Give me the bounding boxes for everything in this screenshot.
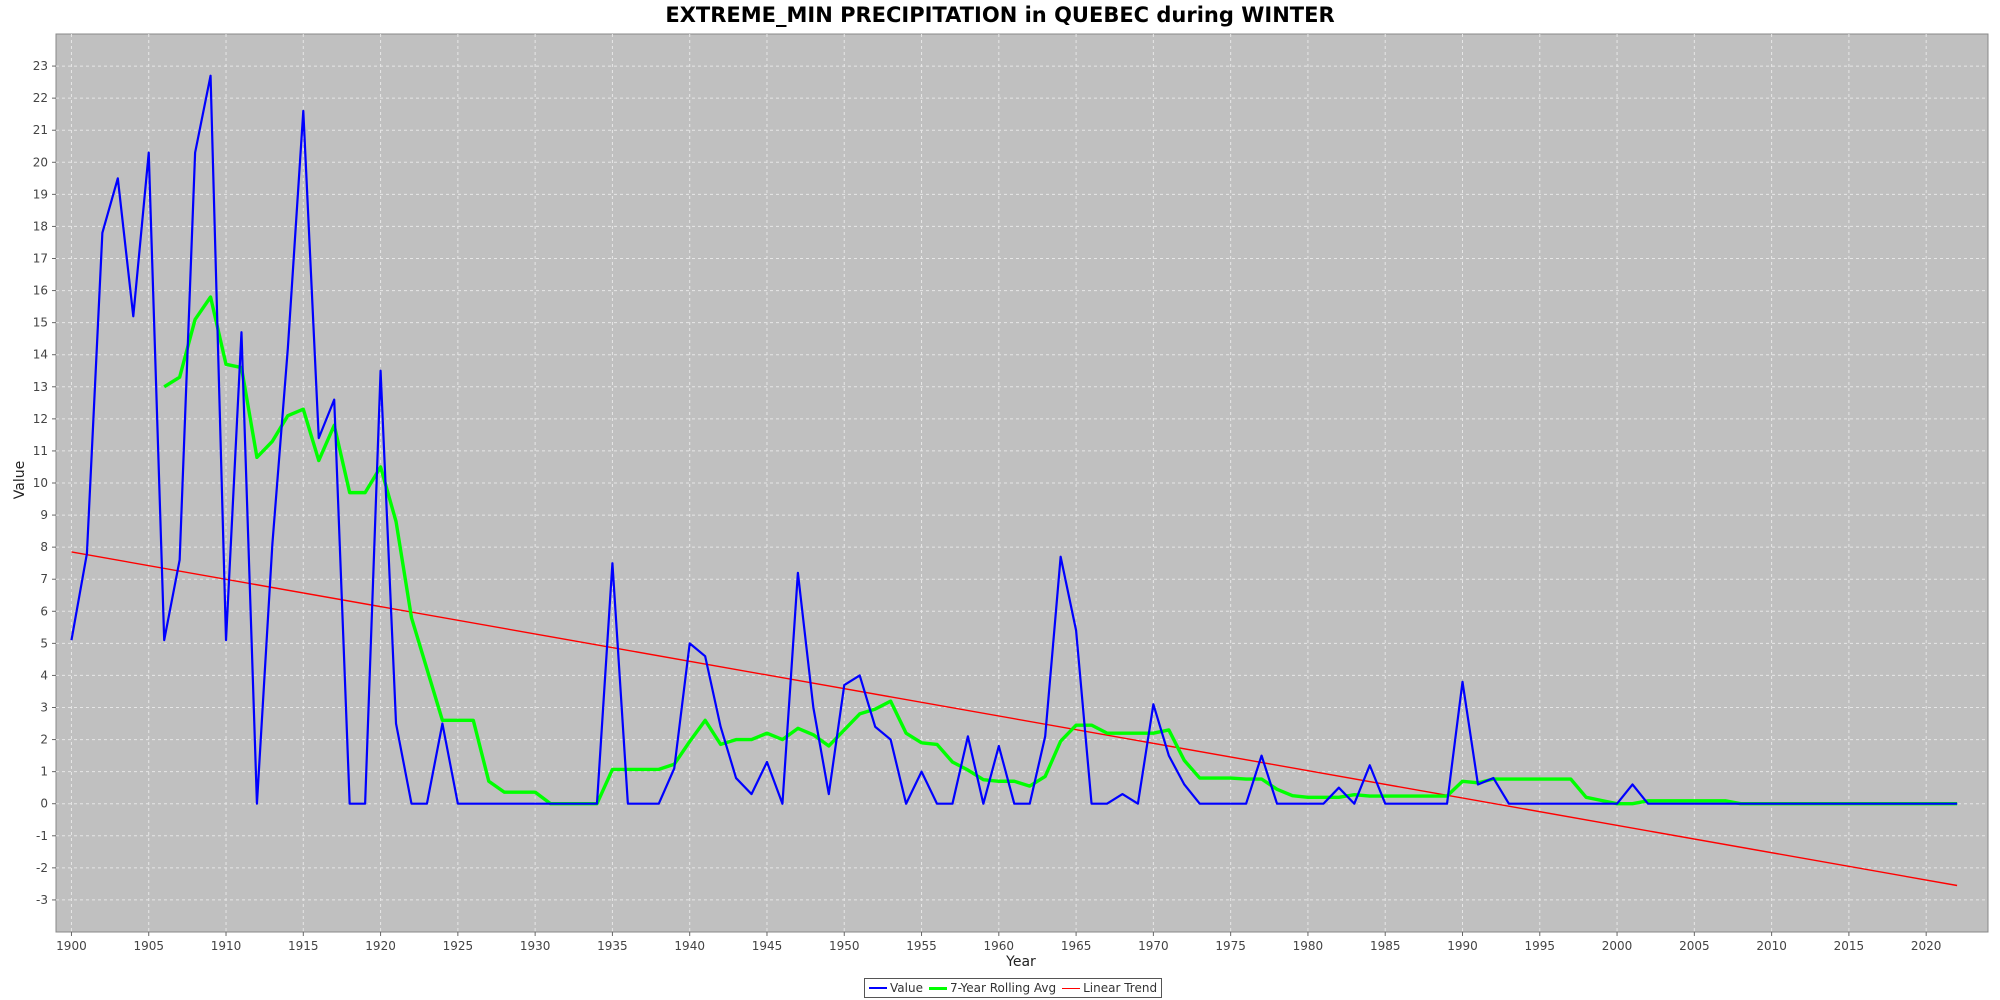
x-tick-label: 2020 (1911, 939, 1942, 953)
y-tick-label: 6 (40, 604, 48, 618)
axes: 1900 1905 1910 1915 1920 1925 1930 1935 1940 1945… (33, 59, 1942, 953)
legend-swatch-rolling-avg (928, 986, 947, 990)
y-tick-label: 4 (40, 668, 48, 682)
x-tick-label: 1970 (1138, 939, 1169, 953)
chart-title: EXTREME_MIN PRECIPITATION in QUEBEC duri… (665, 3, 1335, 27)
x-tick-label: 2010 (1756, 939, 1787, 953)
x-tick-label: 1930 (520, 939, 551, 953)
grid (56, 34, 1988, 932)
x-tick-label: 1975 (1215, 939, 1246, 953)
x-tick-label: 1965 (1061, 939, 1092, 953)
x-tick-label: 1990 (1447, 939, 1478, 953)
x-tick-label: 1995 (1525, 939, 1556, 953)
y-tick-label: 18 (33, 219, 48, 233)
y-tick-label: 5 (40, 636, 48, 650)
y-tick-label: 1 (40, 765, 48, 779)
y-tick-label: 20 (33, 155, 48, 169)
y-tick-label: 13 (33, 380, 48, 394)
y-tick-label: 12 (33, 412, 48, 426)
x-tick-label: 1915 (288, 939, 319, 953)
legend-item-linear-trend: Linear Trend (1062, 981, 1157, 995)
legend-item-value: Value (869, 981, 923, 995)
x-tick-label: 1905 (133, 939, 164, 953)
y-tick-label: -3 (36, 893, 48, 907)
y-tick-label: 17 (33, 252, 48, 266)
y-tick-label: 3 (40, 701, 48, 715)
x-tick-label: 2000 (1602, 939, 1633, 953)
y-tick-label: 23 (33, 59, 48, 73)
y-tick-label: 8 (40, 540, 48, 554)
x-tick-label: 1950 (829, 939, 860, 953)
y-tick-label: 14 (33, 348, 48, 362)
y-tick-label: 0 (40, 797, 48, 811)
y-tick-label: 7 (40, 572, 48, 586)
legend-label-rolling-avg: 7-Year Rolling Avg (949, 981, 1057, 995)
series-line-value (70, 74, 1958, 805)
x-tick-label: 1920 (365, 939, 396, 953)
x-tick-label: 1980 (1293, 939, 1324, 953)
y-tick-label: 11 (33, 444, 48, 458)
series-line-7-year-rolling-avg (163, 295, 1958, 806)
legend-swatch-value (869, 987, 887, 989)
legend-item-rolling-avg: 7-Year Rolling Avg (928, 981, 1057, 995)
x-axis-label: Year (1005, 954, 1036, 970)
y-tick-label: 10 (33, 476, 48, 490)
y-tick-label: 22 (33, 91, 48, 105)
x-tick-label: 2015 (1834, 939, 1865, 953)
legend-label-linear-trend: Linear Trend (1083, 981, 1158, 995)
legend-swatch-linear-trend (1062, 987, 1081, 989)
y-tick-label: 9 (40, 508, 48, 522)
series-lines (70, 74, 1958, 887)
y-tick-label: 2 (40, 733, 48, 747)
x-tick-label: 1900 (56, 939, 87, 953)
y-tick-label: 21 (33, 123, 48, 137)
series-line-linear-trend (71, 551, 1958, 887)
y-tick-label: -1 (36, 829, 48, 843)
x-tick-label: 1940 (674, 939, 705, 953)
x-tick-label: 1960 (984, 939, 1015, 953)
y-tick-label: 15 (33, 316, 48, 330)
x-tick-label: 1935 (597, 939, 628, 953)
x-tick-label: 1945 (752, 939, 783, 953)
y-axis-label: Value (12, 461, 28, 499)
y-tick-label: 19 (33, 187, 48, 201)
x-tick-label: 1955 (906, 939, 937, 953)
x-tick-label: 1985 (1370, 939, 1401, 953)
x-tick-label: 1910 (211, 939, 242, 953)
x-tick-label: 1925 (443, 939, 474, 953)
legend: Value 7-Year Rolling Avg Linear Trend (864, 978, 1163, 998)
y-tick-label: -2 (36, 861, 48, 875)
y-tick-label: 16 (33, 284, 48, 298)
x-tick-label: 2005 (1679, 939, 1710, 953)
legend-label-value: Value (890, 981, 923, 995)
